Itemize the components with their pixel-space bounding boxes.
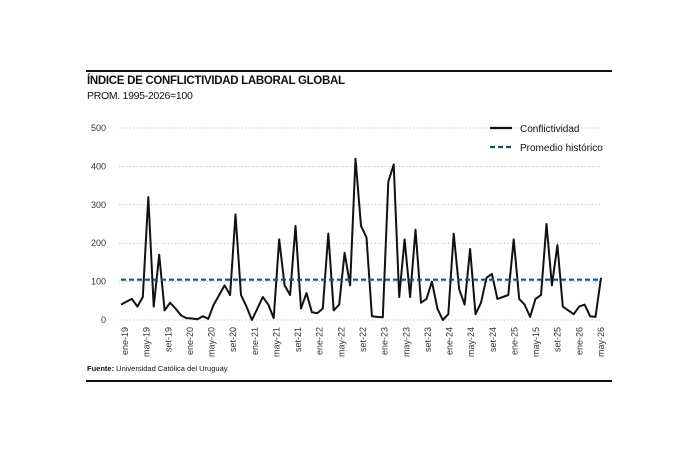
x-tick-label: set-19: [163, 327, 173, 352]
x-tick-label: ene-24: [445, 327, 455, 355]
x-tick-label: ene-23: [380, 327, 390, 355]
x-tick-label: may-20: [207, 327, 217, 357]
x-tick-label: set-21: [293, 327, 303, 352]
x-tick-label: ene-26: [574, 327, 584, 355]
legend-label-promedio-historico: Promedio histórico: [520, 143, 603, 154]
x-tick-label: set-24: [488, 327, 498, 352]
x-tick-label: may-24: [466, 327, 476, 357]
source-label: Fuente:: [87, 364, 115, 373]
source-text: Universidad Católica del Uruguay.: [114, 364, 230, 373]
y-tick-label: 500: [91, 123, 106, 133]
source-note: Fuente: Universidad Católica del Uruguay…: [87, 364, 229, 373]
y-tick-label: 300: [91, 200, 106, 210]
x-tick-label: ene-20: [185, 327, 195, 355]
x-tick-label: ene-21: [250, 327, 260, 355]
series-line-conflictividad: [120, 157, 602, 321]
x-tick-label: ene-22: [315, 327, 325, 355]
x-tick-label: may-19: [142, 327, 152, 357]
chart-title: ÍNDICE DE CONFLICTIVIDAD LABORAL GLOBAL: [87, 75, 345, 87]
x-tick-label: set-25: [553, 327, 563, 352]
x-tick-label: set-23: [423, 327, 433, 352]
top-rule: [86, 70, 612, 72]
x-tick-label: set-22: [358, 327, 368, 352]
x-tick-label: set-20: [228, 327, 238, 352]
x-tick-label: may-26: [596, 327, 606, 357]
y-tick-label: 0: [101, 315, 106, 325]
chart-subtitle: PROM. 1995-2026=100: [87, 90, 193, 102]
y-tick-label: 100: [91, 277, 106, 287]
y-tick-label: 200: [91, 238, 106, 248]
x-tick-label: may-22: [336, 327, 346, 357]
x-tick-label: ene-19: [120, 327, 130, 355]
bottom-rule: [86, 380, 612, 382]
x-tick-label: ene-25: [509, 327, 519, 355]
x-tick-label: may-23: [401, 327, 411, 357]
legend-label-conflictividad: Conflictividad: [520, 124, 579, 135]
x-tick-label: may-15: [531, 327, 541, 357]
x-tick-label: may-21: [271, 327, 281, 357]
y-tick-label: 400: [91, 161, 106, 171]
